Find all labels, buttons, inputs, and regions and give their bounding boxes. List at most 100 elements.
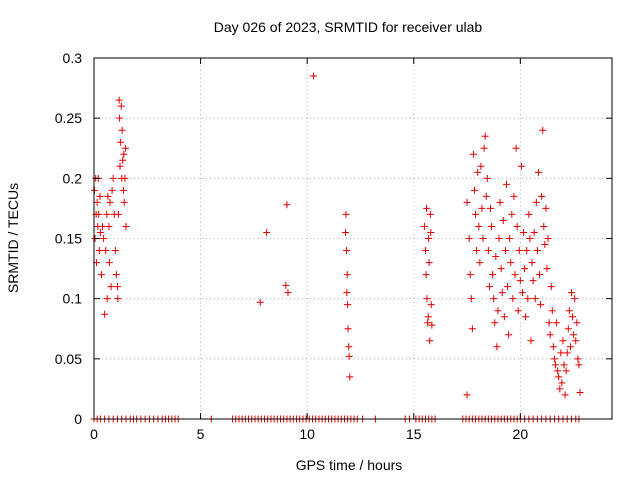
data-point	[542, 204, 550, 212]
data-point	[478, 204, 486, 212]
data-point	[477, 162, 485, 170]
data-point	[530, 228, 538, 236]
data-point	[426, 210, 434, 218]
data-point	[101, 310, 109, 318]
data-point	[552, 361, 560, 369]
data-point	[483, 174, 491, 182]
data-point	[344, 325, 352, 333]
data-point	[563, 349, 571, 357]
y-axis-label: SRMTID / TECUs	[5, 183, 21, 293]
data-point	[100, 235, 108, 242]
data-point	[428, 321, 436, 329]
data-point	[565, 307, 573, 315]
data-point	[116, 162, 124, 170]
data-point	[493, 343, 501, 351]
data-point	[508, 210, 516, 218]
data-point	[567, 289, 575, 297]
data-point	[514, 307, 522, 315]
data-point	[506, 235, 514, 242]
y-tick-label: 0	[74, 411, 82, 427]
data-point	[553, 319, 561, 327]
data-point	[571, 295, 579, 303]
data-point	[120, 198, 128, 206]
data-point	[533, 247, 541, 255]
data-point	[516, 277, 524, 285]
data-point	[500, 313, 508, 321]
data-point	[103, 295, 111, 303]
grid	[94, 58, 612, 419]
data-point	[121, 174, 129, 182]
data-point	[96, 192, 104, 200]
data-point	[342, 228, 350, 236]
data-point	[263, 228, 271, 236]
data-point	[423, 204, 431, 212]
data-point	[93, 198, 101, 206]
data-point	[113, 283, 121, 291]
data-point	[569, 313, 577, 321]
data-point	[112, 271, 120, 279]
data-point	[545, 319, 553, 327]
data-point	[119, 186, 127, 194]
data-point	[526, 235, 534, 242]
data-point	[427, 301, 435, 309]
data-point	[505, 331, 513, 339]
data-point	[467, 295, 475, 303]
data-point	[544, 235, 552, 242]
data-point	[525, 210, 533, 218]
data-point	[422, 271, 430, 279]
data-point	[502, 180, 510, 188]
data-point	[556, 385, 564, 393]
chart-title: Day 026 of 2023, SRMTID for receiver ula…	[214, 19, 483, 35]
data-point	[510, 192, 518, 200]
y-tick-label: 0.25	[55, 110, 82, 126]
data-point	[570, 331, 578, 339]
data-point	[473, 247, 481, 255]
data-point	[476, 259, 484, 267]
data-point	[106, 198, 114, 206]
data-point	[515, 247, 523, 255]
x-tick-label: 0	[90, 426, 98, 442]
data-point	[498, 289, 506, 297]
data-point	[489, 271, 497, 279]
data-point	[116, 114, 124, 122]
data-point	[576, 389, 584, 397]
data-point	[492, 253, 500, 261]
data-point	[524, 295, 532, 303]
data-point	[536, 271, 544, 279]
data-point	[534, 168, 542, 176]
data-point	[343, 289, 351, 297]
data-point	[547, 283, 555, 291]
data-point	[117, 138, 125, 146]
x-tick-label: 20	[513, 426, 529, 442]
data-point	[343, 247, 351, 255]
data-point	[501, 247, 509, 255]
data-point	[511, 271, 519, 279]
data-point	[423, 295, 431, 303]
data-point	[512, 144, 520, 152]
data-point	[108, 186, 116, 194]
data-point	[528, 259, 536, 267]
data-point	[490, 295, 498, 303]
data-point	[463, 198, 471, 206]
data-point	[488, 222, 496, 230]
data-point	[115, 96, 123, 104]
data-point	[122, 222, 130, 230]
data-point	[494, 307, 502, 315]
data-point	[549, 343, 557, 351]
data-point	[427, 228, 435, 236]
x-tick-label: 10	[299, 426, 315, 442]
data-point	[527, 337, 535, 345]
data-point	[97, 271, 105, 279]
data-point	[497, 265, 505, 273]
data-point	[107, 283, 115, 291]
data-point	[523, 247, 531, 255]
data-point	[572, 337, 580, 345]
data-point	[115, 210, 123, 218]
data-point	[531, 295, 539, 303]
data-point	[99, 222, 107, 230]
data-point	[122, 144, 130, 152]
data-point	[421, 247, 429, 255]
data-point	[111, 247, 119, 255]
data-point	[543, 265, 551, 273]
